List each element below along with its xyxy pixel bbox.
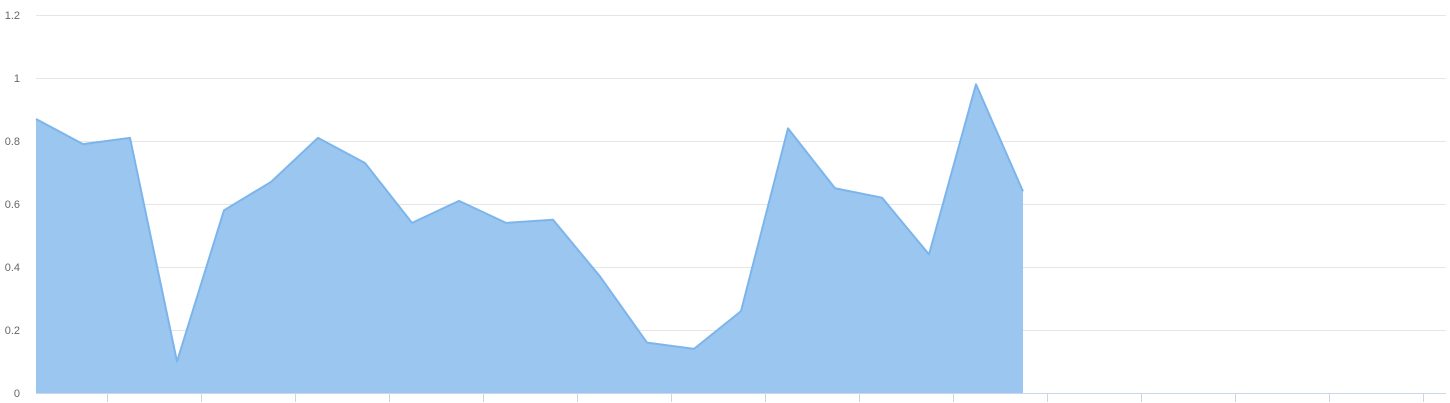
- y-tick-label: 1: [14, 73, 20, 85]
- y-tick-label: 1.2: [5, 10, 20, 22]
- series-line: [35, 83, 1024, 363]
- y-tick-label: 0.4: [5, 262, 20, 274]
- y-axis-labels: 0 0.2 0.4 0.6 0.8 1 1.2: [5, 10, 20, 400]
- series-area-layer: [35, 83, 1024, 394]
- series-area-fill: [36, 84, 1023, 394]
- y-tick-label: 0: [14, 388, 20, 400]
- x-axis: [36, 393, 1446, 402]
- y-tick-label: 0.6: [5, 199, 20, 211]
- y-tick-label: 0.8: [5, 136, 20, 148]
- y-tick-label: 0.2: [5, 325, 20, 337]
